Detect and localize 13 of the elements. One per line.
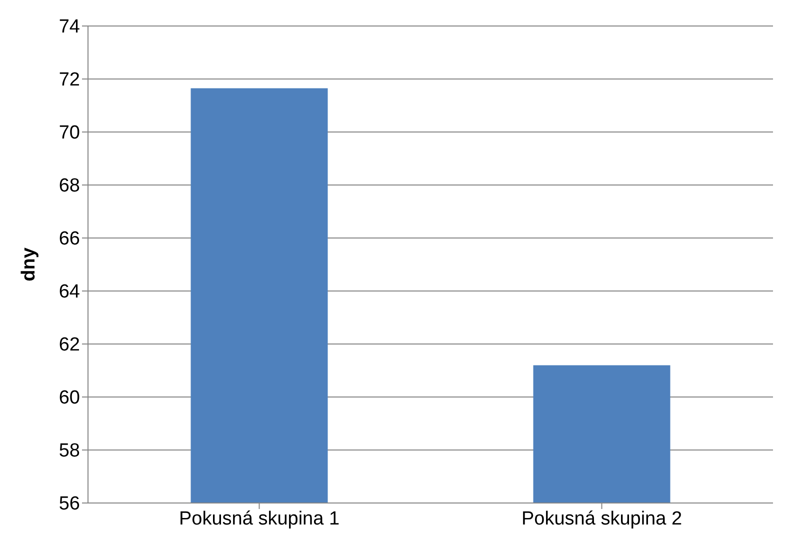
- y-tick-label: 70: [58, 122, 80, 144]
- y-tick-label: 72: [58, 70, 80, 91]
- y-tick-label: 56: [58, 494, 80, 515]
- y-tick-label: 64: [58, 282, 80, 303]
- y-tick-label: 68: [58, 176, 80, 197]
- y-tick-label: 58: [58, 440, 80, 462]
- y-tick-label: 60: [58, 388, 80, 409]
- x-tick-label: Pokusná skupina 2: [521, 508, 682, 530]
- x-tick-label: Pokusná skupina 1: [178, 508, 340, 530]
- y-tick-label: 62: [58, 334, 80, 356]
- y-axis-title: dny: [18, 247, 40, 282]
- y-tick-label: 66: [58, 228, 80, 250]
- y-tick-label: 74: [58, 16, 80, 38]
